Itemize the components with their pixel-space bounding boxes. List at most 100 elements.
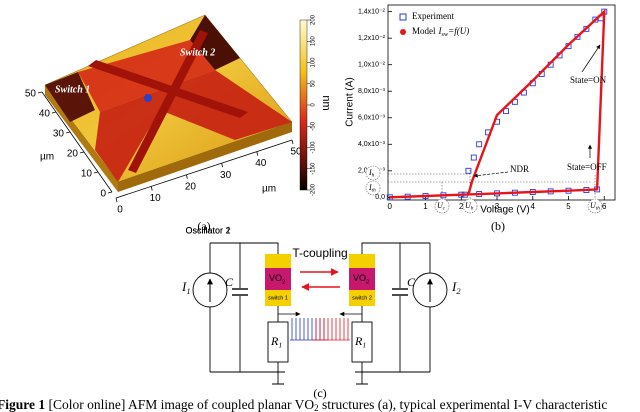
voltage-label-sub: th [596,206,600,212]
voltage-label: Uth [590,201,600,212]
data-point [465,167,472,174]
legend-marker [399,13,407,21]
capacitor-label: C [407,275,416,289]
wire [361,242,430,254]
switch-material: VO2 [269,273,285,285]
x-tick-label: 3 [495,202,500,211]
axis-unit: µm [262,184,276,195]
axis-line [41,91,113,193]
coupling-label: T-coupling [292,246,347,260]
afm-strip [88,60,248,118]
colorbar-tick-label: 150 [311,36,317,47]
caption-rest: structures (a), typical experimental I-V… [319,397,608,412]
resistor-label-main: R [354,334,363,348]
switch-film [265,268,291,290]
switch-contact [265,254,291,268]
y-tick-label: 0,0 [375,194,385,201]
resistor-label: R1 [270,334,282,350]
level-label-main: I [368,183,372,192]
oscillator-label: Oscillator 2 [185,225,230,235]
y-tick-label: 8,0x10⁻³ [358,88,386,95]
voltage-label: Uc [437,201,446,212]
switch-label: switch 1 [268,295,288,301]
pulse-train [315,318,349,340]
switch-contact [265,290,291,306]
switch-label: switch 2 [352,295,372,301]
switch-material-sub: 2 [282,279,285,285]
legend-formula: I [438,26,443,36]
data-point [470,154,477,161]
data-point [583,25,590,32]
legend-label: Experiment [412,11,454,21]
colorbar-unit: nm [320,95,332,110]
axis-unit: µm [40,152,54,163]
source-label-sub: 2 [456,286,461,296]
y-tick-label: 40 [39,109,51,120]
y-tick-label: 10 [81,169,93,180]
tick-mark [65,131,71,134]
tick-mark [150,186,153,191]
caption-sub: 2 [314,403,319,412]
x-tick-label: 30 [220,170,232,181]
panel-label: (a) [197,219,210,233]
caption-text: [Color online] AFM image of coupled plan… [45,397,314,412]
x-tick-label: 40 [255,158,267,169]
source-label-main: I [451,279,457,294]
colorbar-tick-label: -150 [311,162,317,175]
data-point [592,16,599,23]
legend-formula-rest: =f(U) [448,26,469,36]
switch-label: Switch 1 [55,84,90,95]
annotation: NDR [510,164,529,174]
voltage-label-main: U [437,201,444,210]
source-label-main: I [181,279,187,294]
pulse-train [291,318,325,340]
x-tick-label: 0 [117,205,123,216]
x-tick-label: 20 [185,181,197,192]
x-axis-label: Voltage (V) [480,205,529,216]
voltage-label-main: U [465,201,472,210]
x-tick-label: 2 [459,202,464,211]
tick-mark [79,151,85,154]
tick-mark [115,197,118,203]
model-curve [389,8,606,199]
y-tick-label: 1,4x10⁻² [358,8,386,15]
legend-marker [400,29,406,35]
resistor-label-main: R [270,334,279,348]
annotation-circle [365,180,381,196]
y-axis-label: Current (A) [345,77,356,126]
y-tick-label: 1,0x10⁻² [358,62,386,69]
colorbar-tick-label: 100 [311,57,317,68]
panel-label: (c) [313,386,326,400]
tick-mark [51,111,57,114]
tick-mark [93,171,99,174]
source-label-sub: 1 [186,286,190,296]
tick-mark [186,174,188,179]
afm-trench [190,15,240,70]
y-tick-label: 30 [53,129,65,140]
tick-mark [291,139,294,145]
level-label-sub: h [372,173,375,179]
legend-name: Model [412,26,436,36]
colorbar-tick-label: -100 [311,141,317,154]
x-tick-label: 6 [602,202,607,211]
voltage-label-main: U [590,201,597,210]
switch-contact [349,254,375,268]
colorbar-tick-label: -200 [311,183,317,196]
switch-material: VO2 [353,273,369,285]
x-tick-label: 0 [388,202,393,211]
y-tick-label: 6,0x10⁻³ [358,115,386,122]
x-tick-label: 10 [150,193,162,204]
x-tick-label: 50 [290,147,302,158]
level-label-main: I [368,168,372,177]
caption-lead: Figure 1 [0,397,45,412]
y-tick-label: 20 [67,149,79,160]
switch-material-main: VO [353,273,366,283]
axis-line [115,139,293,199]
annotation-circle [365,165,381,181]
x-tick-label: 5 [566,202,571,211]
resistor-label-sub: 1 [362,340,366,349]
colorbar-tick-label: 0 [311,103,317,107]
level-label: Ih [368,168,375,179]
